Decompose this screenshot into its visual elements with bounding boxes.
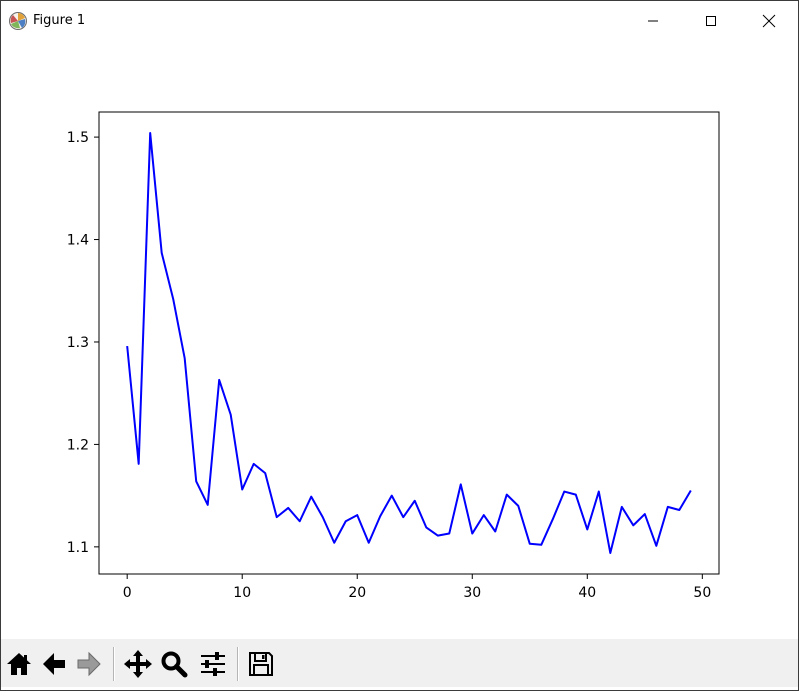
data-point <box>690 490 692 492</box>
data-point <box>471 533 473 535</box>
toolbar-separator <box>238 647 239 681</box>
minimize-icon <box>648 20 658 22</box>
data-point <box>425 526 427 528</box>
data-point <box>448 533 450 535</box>
matplotlib-figure-icon <box>9 12 27 30</box>
line-chart: 0 10 20 30 40 50 1.1 1.2 1.3 1.4 1.5 <box>67 111 720 601</box>
toolbar-separator <box>113 647 114 681</box>
data-point <box>241 488 243 490</box>
y-tick-label: 1.1 <box>67 540 89 556</box>
data-point <box>540 544 542 546</box>
data-point <box>655 545 657 547</box>
zoom-button[interactable] <box>159 647 189 681</box>
y-tick-label: 1.3 <box>67 335 89 351</box>
home-button[interactable] <box>4 647 34 681</box>
close-button[interactable] <box>740 1 798 41</box>
configure-subplots-button[interactable] <box>198 647 228 681</box>
data-point <box>391 495 393 497</box>
data-point <box>345 520 347 522</box>
data-point <box>218 379 220 381</box>
data-point <box>287 507 289 509</box>
maximize-icon <box>706 16 716 26</box>
data-point <box>632 524 634 526</box>
data-point <box>609 552 611 554</box>
x-tick-label: 30 <box>463 585 481 601</box>
data-point <box>552 518 554 520</box>
arrow-right-icon <box>77 651 101 677</box>
data-point <box>230 414 232 416</box>
data-point <box>333 542 335 544</box>
x-tick-label: 50 <box>693 585 711 601</box>
data-point <box>529 543 531 545</box>
forward-button[interactable] <box>74 647 104 681</box>
data-point <box>517 505 519 507</box>
navigation-toolbar <box>1 639 798 687</box>
data-point <box>621 506 623 508</box>
y-tick-label: 1.2 <box>67 437 89 453</box>
move-icon <box>124 650 152 678</box>
floppy-disk-icon <box>249 652 273 676</box>
data-point <box>149 132 151 134</box>
data-point <box>678 509 680 511</box>
data-point <box>494 530 496 532</box>
data-point <box>184 357 186 359</box>
data-point <box>126 345 128 347</box>
home-icon <box>7 653 31 675</box>
data-point <box>253 463 255 465</box>
close-icon <box>762 14 776 28</box>
minimize-button[interactable] <box>624 1 682 41</box>
y-tick-label: 1.5 <box>67 130 89 146</box>
data-point <box>586 528 588 530</box>
y-tick-label: 1.4 <box>67 233 89 249</box>
data-point <box>575 494 577 496</box>
data-point <box>483 514 485 516</box>
arrow-left-icon <box>43 653 65 675</box>
axes-frame <box>98 111 720 575</box>
data-point <box>207 504 209 506</box>
data-point <box>667 506 669 508</box>
data-point <box>276 516 278 518</box>
data-point <box>506 494 508 496</box>
data-point <box>437 535 439 537</box>
data-point <box>356 514 358 516</box>
data-point <box>322 516 324 518</box>
series-line-0 <box>126 132 692 554</box>
window-title: Figure 1 <box>33 13 86 28</box>
magnifier-icon <box>161 651 188 678</box>
data-point <box>598 491 600 493</box>
data-point <box>161 252 163 254</box>
maximize-button[interactable] <box>682 1 740 41</box>
x-tick-label: 10 <box>233 585 251 601</box>
data-point <box>368 542 370 544</box>
data-point <box>264 472 266 474</box>
data-point <box>299 520 301 522</box>
data-point <box>379 515 381 517</box>
data-point <box>402 516 404 518</box>
data-point <box>310 496 312 498</box>
back-button[interactable] <box>39 647 69 681</box>
data-point <box>460 483 462 485</box>
title-bar[interactable]: Figure 1 <box>1 1 798 41</box>
x-tick-label: 0 <box>123 585 132 601</box>
data-point <box>644 513 646 515</box>
save-button[interactable] <box>246 647 276 681</box>
toolbar-separator <box>237 647 238 681</box>
data-point <box>172 298 174 300</box>
figure-canvas[interactable]: 0 10 20 30 40 50 1.1 1.2 1.3 1.4 1.5 <box>1 41 798 639</box>
sliders-icon <box>201 652 225 676</box>
data-point <box>138 463 140 465</box>
data-point <box>195 480 197 482</box>
pan-button[interactable] <box>123 647 153 681</box>
data-point <box>414 500 416 502</box>
x-tick-label: 20 <box>348 585 366 601</box>
toolbar-separator <box>114 647 115 681</box>
x-tick-label: 40 <box>578 585 596 601</box>
data-point <box>563 491 565 493</box>
